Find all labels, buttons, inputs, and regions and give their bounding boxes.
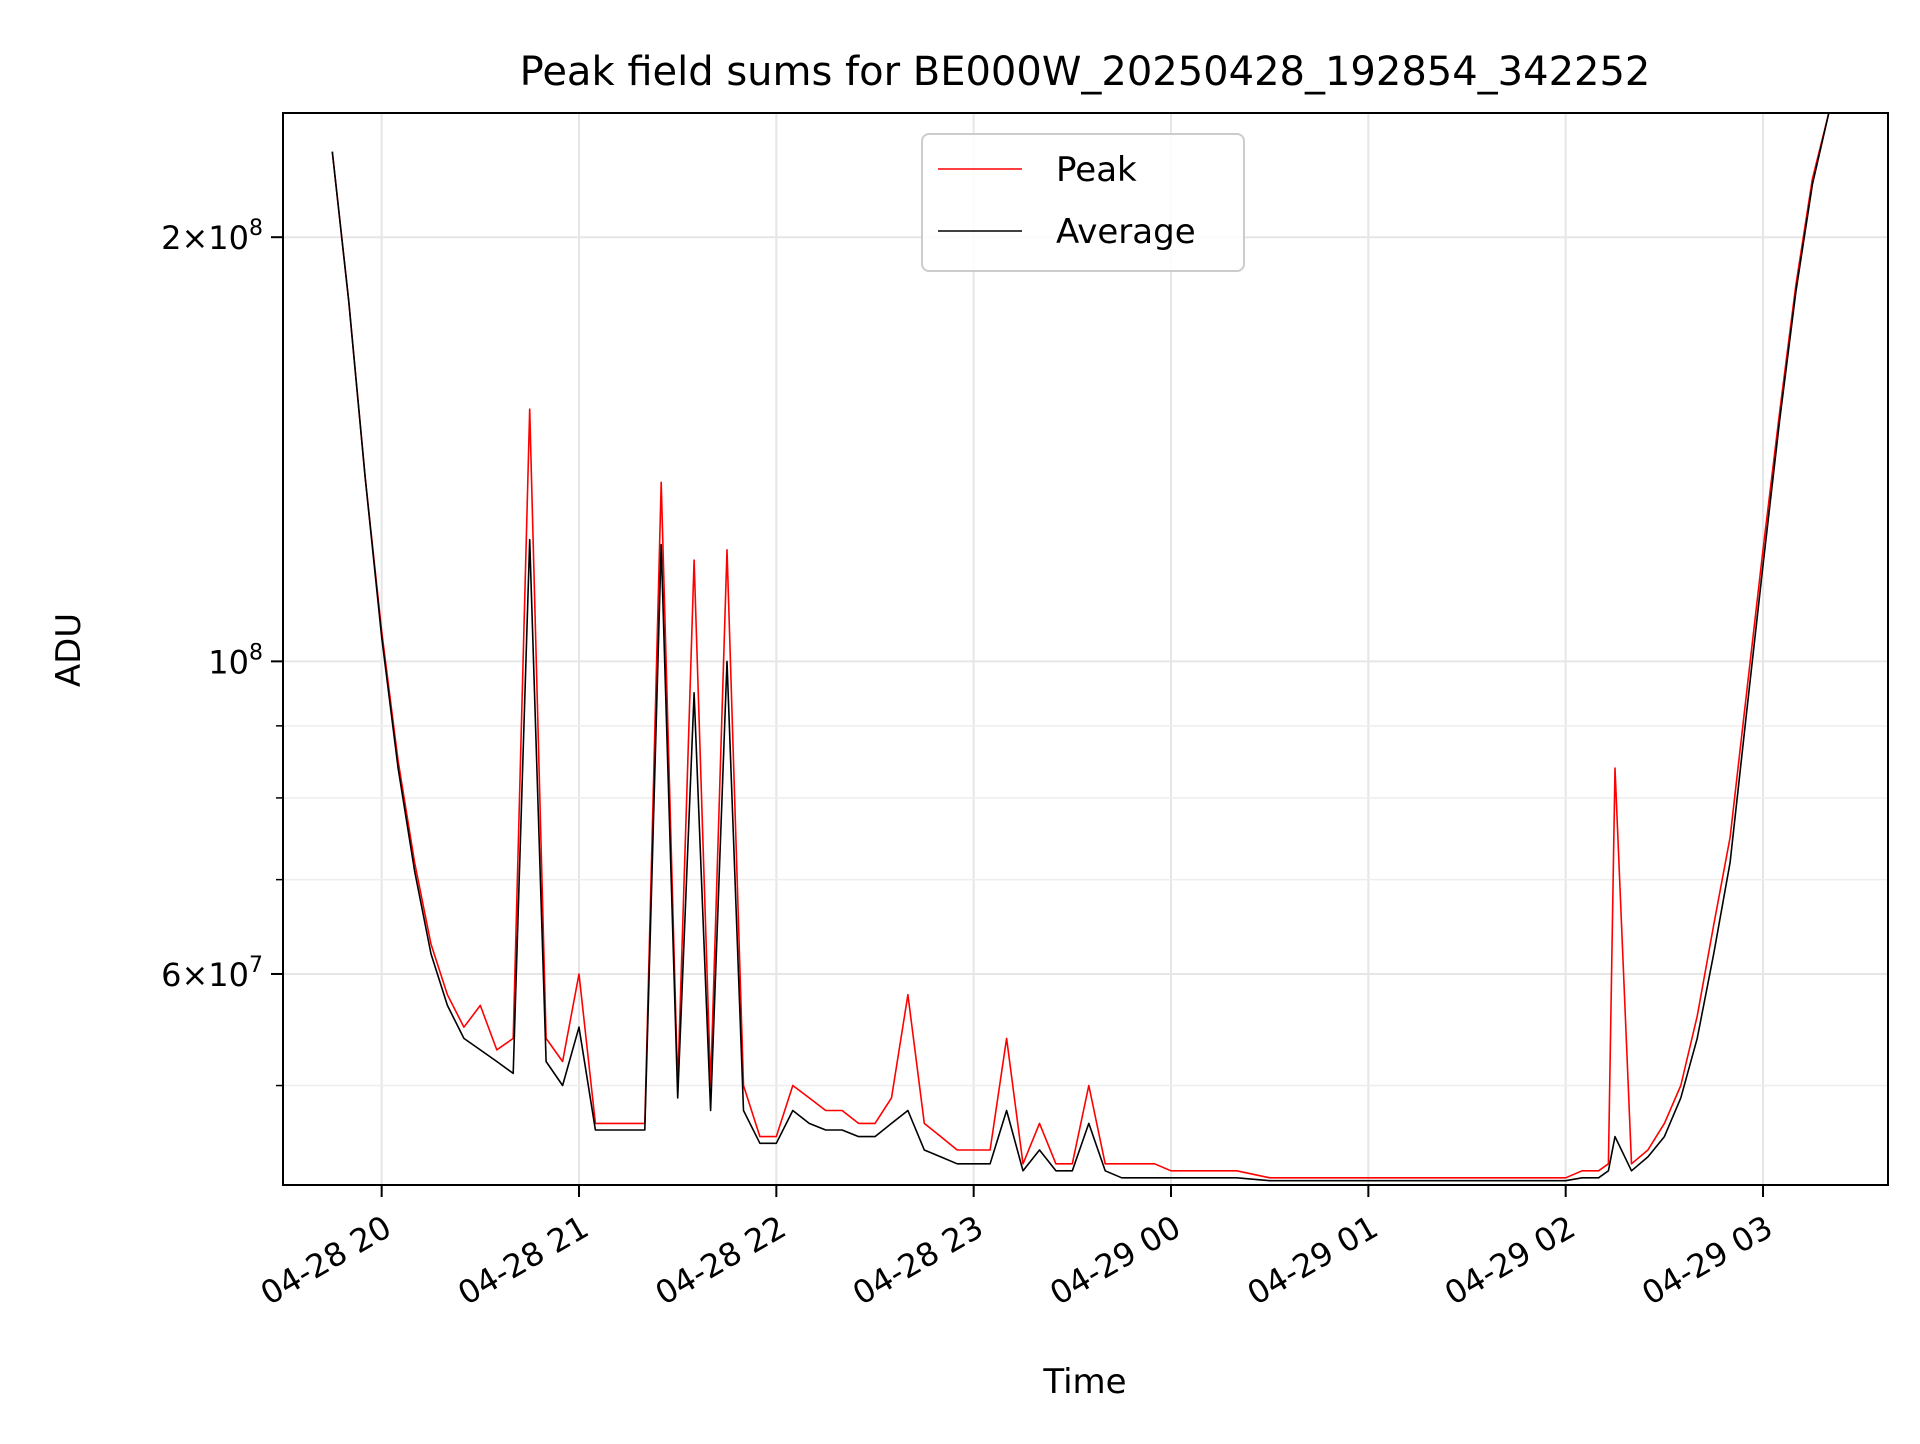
legend-label-average: Average — [1056, 212, 1196, 252]
series-layer — [331, 113, 1846, 1182]
y-axis: 2×108 108 6×107 — [161, 216, 283, 1087]
x-axis-label: Time — [1042, 1362, 1126, 1402]
y-tick-label: 6×107 — [161, 953, 263, 994]
y-axis-label: ADU — [49, 613, 89, 687]
legend: Peak Average — [921, 133, 1245, 272]
y-tick-label: 108 — [208, 640, 263, 681]
series-line-peak — [331, 113, 1846, 1179]
y-tick-label: 2×108 — [161, 216, 263, 257]
plot-frame — [282, 112, 1889, 1186]
series-line-average — [331, 113, 1846, 1182]
grid — [283, 113, 1888, 1185]
legend-label-peak: Peak — [1056, 150, 1137, 190]
chart-title: Peak field sums for BE000W_20250428_1928… — [520, 49, 1651, 95]
